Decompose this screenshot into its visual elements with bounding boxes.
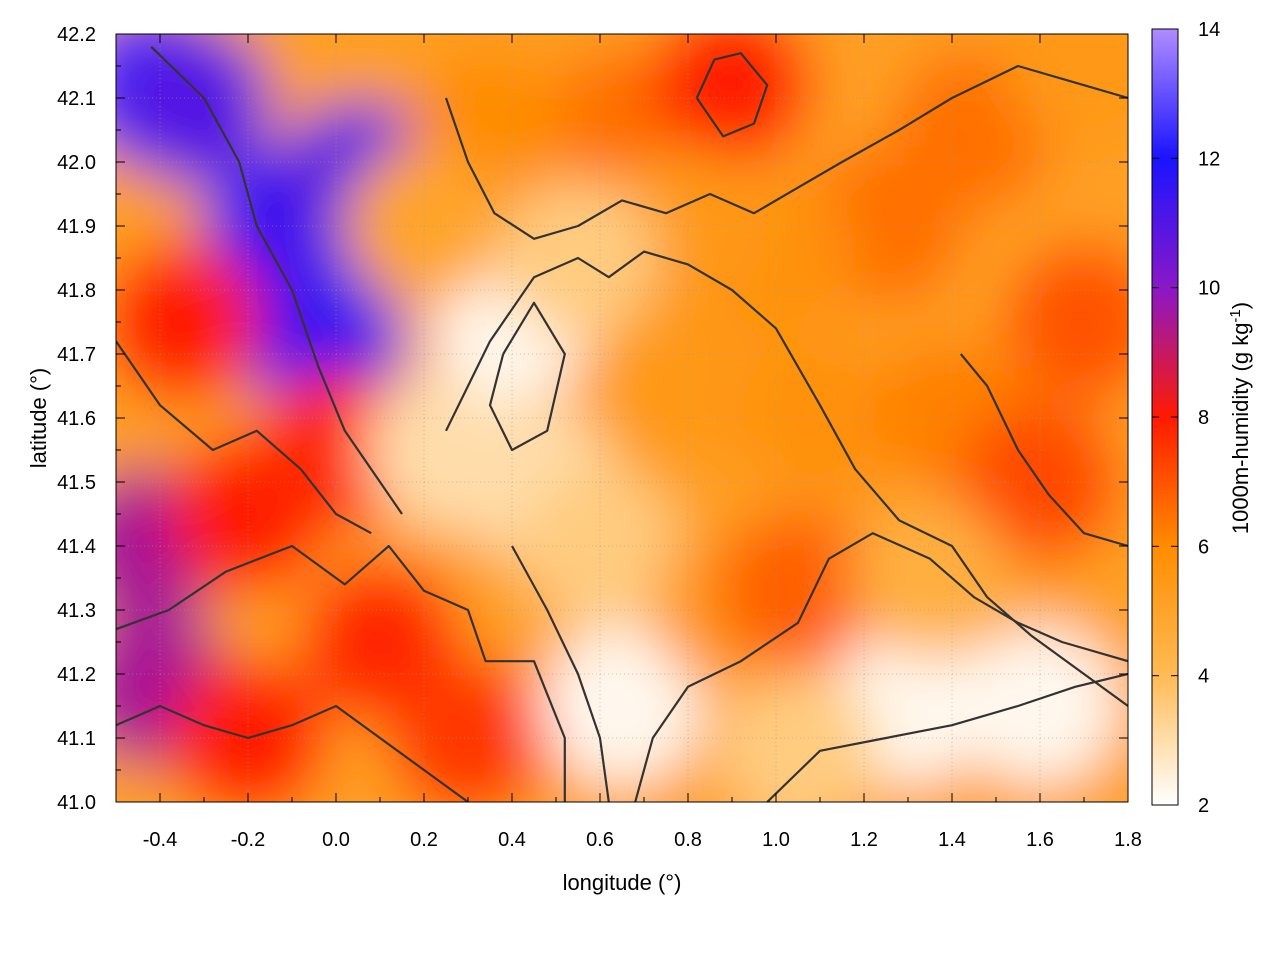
x-tick-label: 0.8	[674, 829, 702, 851]
colorbar-tick-label: 12	[1198, 148, 1220, 170]
humidity-field-layer	[116, 34, 1128, 802]
x-tick-label: -0.2	[231, 829, 265, 851]
colorbar-tick-label: 2	[1198, 795, 1209, 817]
y-tick-label: 42.0	[57, 152, 96, 174]
y-tick-label: 41.5	[57, 472, 96, 494]
colorbar-tick-label: 10	[1198, 278, 1220, 300]
colorbar-tick-label: 6	[1198, 536, 1209, 558]
y-tick-label: 41.9	[57, 216, 96, 238]
y-axis: 41.0 41.1 41.2 41.3 41.4 41.5 41.6 41.7 41.8 41.9…	[57, 24, 1128, 814]
contour-line	[445, 250, 1128, 707]
humidity-cell	[718, 510, 878, 671]
contour-lines	[116, 46, 1128, 802]
y-tick-label: 42.1	[57, 88, 96, 110]
x-axis-label: longitude (°)	[563, 870, 682, 895]
y-tick-label: 41.1	[57, 728, 96, 750]
y-tick-label: 41.3	[57, 600, 96, 622]
contour-line	[116, 544, 566, 802]
x-tick-label: 0.4	[498, 829, 526, 851]
contour-line	[116, 704, 469, 802]
contour-line	[695, 52, 769, 138]
x-tick-label: 0.2	[410, 829, 438, 851]
y-tick-label: 41.8	[57, 280, 96, 302]
y-tick-label: 42.2	[57, 24, 96, 46]
contour-line	[116, 340, 372, 535]
humidity-cell	[116, 242, 262, 402]
x-tick-label: 0.0	[322, 829, 350, 851]
x-tick-label: 0.6	[586, 829, 614, 851]
x-axis: -0.4 -0.2 0.0 0.2 0.4 0.6 0.8 1.0 1.2 1.4 1.6 1.8	[115, 34, 1142, 851]
y-tick-label: 41.2	[57, 664, 96, 686]
contour-line	[444, 64, 1128, 240]
contour-line	[150, 46, 403, 515]
colorbar-tick-label: 14	[1198, 19, 1220, 41]
x-tick-label: -0.4	[143, 829, 177, 851]
humidity-cell	[718, 670, 878, 802]
y-tick-label: 41.4	[57, 536, 96, 558]
humidity-cell	[652, 34, 812, 166]
y-tick-label: 41.6	[57, 408, 96, 430]
humidity-cell	[542, 626, 702, 786]
humidity-cell	[1004, 34, 1128, 146]
contour-line	[959, 353, 1128, 548]
x-tick-label: 1.6	[1026, 829, 1054, 851]
x-tick-label: 1.8	[1114, 829, 1142, 851]
x-tick-label: 1.2	[850, 829, 878, 851]
humidity-cell	[388, 658, 548, 802]
colorbar-tick-label: 8	[1198, 407, 1209, 429]
contour-line	[488, 301, 566, 452]
contour-line	[511, 545, 610, 802]
contour-line	[634, 532, 1128, 802]
colorbar-label: 1000m-humidity (g kg-1)	[1227, 302, 1253, 534]
colorbar: 2 4 6 8 10 12 14	[1151, 19, 1220, 817]
y-tick-label: 41.0	[57, 792, 96, 814]
humidity-cell	[850, 498, 1010, 658]
x-tick-label: 1.0	[762, 829, 790, 851]
y-axis-label: latitude (°)	[26, 368, 51, 469]
y-tick-label: 41.7	[57, 344, 96, 366]
contour-line	[766, 672, 1128, 802]
x-tick-label: 1.4	[938, 829, 966, 851]
humidity-cell	[1004, 242, 1128, 402]
colorbar-tick-label: 4	[1198, 666, 1209, 688]
grid-lines	[116, 34, 1128, 802]
